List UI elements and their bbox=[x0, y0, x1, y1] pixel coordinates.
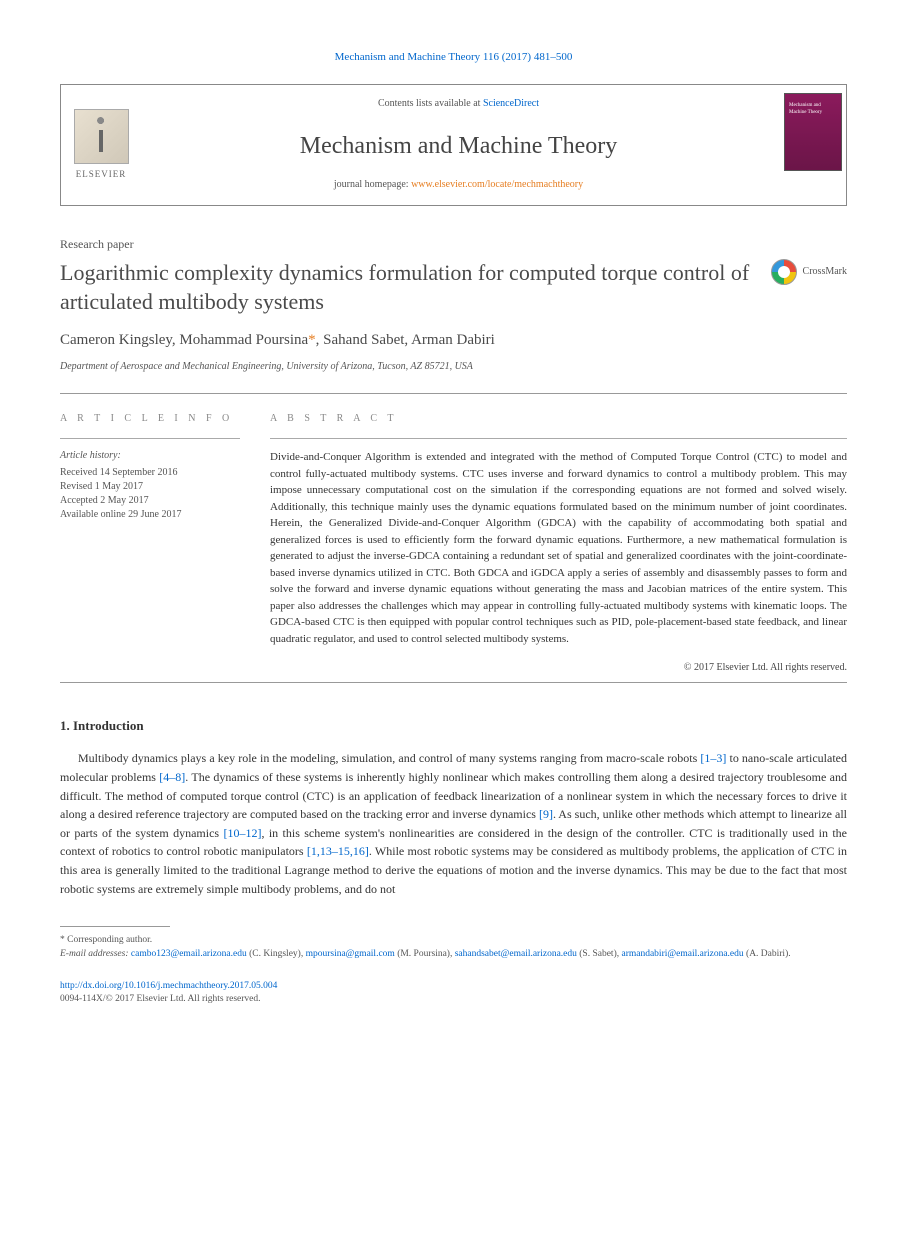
history-online: Available online 29 June 2017 bbox=[60, 508, 240, 522]
article-type: Research paper bbox=[60, 236, 847, 253]
journal-cover: Mechanism and Machine Theory bbox=[776, 85, 846, 205]
history-accepted: Accepted 2 May 2017 bbox=[60, 494, 240, 508]
citation-link[interactable]: [10–12] bbox=[223, 826, 261, 840]
doi-block: http://dx.doi.org/10.1016/j.mechmachtheo… bbox=[60, 980, 847, 1008]
authors: Cameron Kingsley, Mohammad Poursina*, Sa… bbox=[60, 330, 847, 352]
text: Multibody dynamics plays a key role in t… bbox=[78, 751, 700, 765]
authors-rest: , Sahand Sabet, Arman Dabiri bbox=[316, 332, 495, 348]
citation-link[interactable]: [4–8] bbox=[159, 770, 185, 784]
history-received: Received 14 September 2016 bbox=[60, 466, 240, 480]
authors-first: Cameron Kingsley, Mohammad Poursina bbox=[60, 332, 308, 348]
journal-header: ELSEVIER Contents lists available at Sci… bbox=[60, 84, 847, 206]
journal-name: Mechanism and Machine Theory bbox=[151, 129, 766, 164]
citation-link[interactable]: [9] bbox=[539, 807, 553, 821]
corresponding-marker: * bbox=[308, 332, 316, 348]
elsevier-label: ELSEVIER bbox=[76, 168, 127, 181]
corresponding-author-note: * Corresponding author. bbox=[60, 933, 847, 947]
email-link[interactable]: cambo123@email.arizona.edu bbox=[131, 949, 247, 959]
email-link[interactable]: mpoursina@gmail.com bbox=[306, 949, 395, 959]
divider bbox=[60, 682, 847, 683]
text: (C. Kingsley), bbox=[247, 949, 306, 959]
intro-heading: 1. Introduction bbox=[60, 717, 847, 736]
article-title: Logarithmic complexity dynamics formulat… bbox=[60, 259, 771, 316]
article-info: A R T I C L E I N F O Article history: R… bbox=[60, 412, 240, 676]
cover-image: Mechanism and Machine Theory bbox=[784, 93, 842, 171]
homepage-link[interactable]: www.elsevier.com/locate/mechmachtheory bbox=[411, 179, 583, 190]
homepage-prefix: journal homepage: bbox=[334, 179, 411, 190]
citation-link[interactable]: [1,13–15,16] bbox=[307, 844, 369, 858]
doi-link[interactable]: http://dx.doi.org/10.1016/j.mechmachtheo… bbox=[60, 981, 277, 991]
intro-paragraph: Multibody dynamics plays a key role in t… bbox=[60, 749, 847, 898]
abstract-column: A B S T R A C T Divide-and-Conquer Algor… bbox=[270, 412, 847, 676]
email-link[interactable]: armandabiri@email.arizona.edu bbox=[621, 949, 743, 959]
homepage-line: journal homepage: www.elsevier.com/locat… bbox=[151, 178, 766, 193]
crossmark-badge[interactable]: CrossMark bbox=[771, 259, 847, 285]
history-revised: Revised 1 May 2017 bbox=[60, 480, 240, 494]
contents-prefix: Contents lists available at bbox=[378, 98, 483, 109]
affiliation: Department of Aerospace and Mechanical E… bbox=[60, 360, 847, 375]
citation-link[interactable]: [1–3] bbox=[700, 751, 726, 765]
footnote-separator bbox=[60, 926, 170, 927]
top-citation: Mechanism and Machine Theory 116 (2017) … bbox=[60, 50, 847, 66]
text: (M. Poursina), bbox=[395, 949, 455, 959]
crossmark-label: CrossMark bbox=[803, 265, 847, 280]
sciencedirect-link[interactable]: ScienceDirect bbox=[483, 98, 539, 109]
email-label: E-mail addresses: bbox=[60, 949, 129, 959]
issn-copyright: 0094-114X/© 2017 Elsevier Ltd. All right… bbox=[60, 994, 261, 1004]
elsevier-tree-icon bbox=[74, 109, 129, 164]
info-divider bbox=[60, 438, 240, 439]
crossmark-icon bbox=[771, 259, 797, 285]
text: (A. Dabiri). bbox=[744, 949, 791, 959]
contents-line: Contents lists available at ScienceDirec… bbox=[151, 97, 766, 112]
email-addresses: E-mail addresses: cambo123@email.arizona… bbox=[60, 947, 847, 961]
email-link[interactable]: sahandsabet@email.arizona.edu bbox=[455, 949, 577, 959]
text: (S. Sabet), bbox=[577, 949, 622, 959]
abstract-label: A B S T R A C T bbox=[270, 412, 847, 427]
abstract-text: Divide-and-Conquer Algorithm is extended… bbox=[270, 449, 847, 647]
abstract-copyright: © 2017 Elsevier Ltd. All rights reserved… bbox=[270, 661, 847, 676]
elsevier-logo: ELSEVIER bbox=[61, 85, 141, 205]
abstract-divider bbox=[270, 438, 847, 439]
history-label: Article history: bbox=[60, 449, 240, 464]
article-info-label: A R T I C L E I N F O bbox=[60, 412, 240, 427]
